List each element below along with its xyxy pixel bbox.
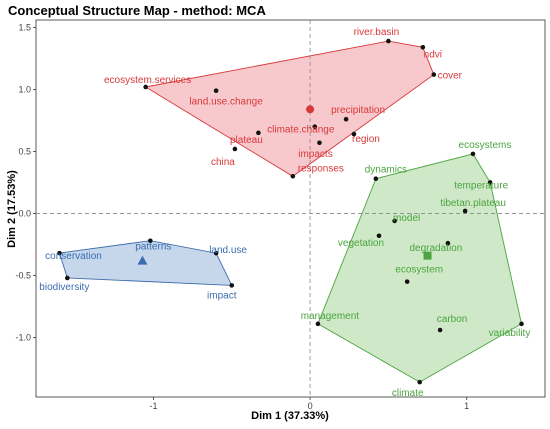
reference-lines [36, 20, 545, 397]
label-biodiversity: biodiversity [39, 282, 89, 293]
label-land-use-change: land.use.change [189, 97, 263, 108]
label-ecosystems: ecosystems [459, 140, 512, 151]
point-river-basin [386, 38, 391, 44]
cluster-centroids [137, 105, 432, 265]
point-plateau [256, 130, 261, 136]
point-vegetation [376, 233, 382, 239]
y-axis-title: Dim 2 (17.53%) [6, 170, 18, 248]
label-degradation: degradation [409, 243, 462, 254]
cluster-1-hull [144, 40, 435, 177]
label-carbon: carbon [437, 314, 468, 325]
point-ndvi [420, 44, 426, 50]
point-climate [417, 379, 423, 385]
label-land-use: land.use [209, 245, 247, 256]
label-precipitation: precipitation [331, 105, 385, 116]
y-tick-label: -1.0 [15, 332, 31, 342]
label-tibetan-plateau: tibetan.plateau [440, 198, 506, 209]
point-labels: ecosystem.services river.basin ndvi cover la… [39, 27, 530, 399]
point-management [315, 321, 321, 327]
chart-title: Conceptual Structure Map - method: MCA [8, 3, 266, 18]
point-patterns [148, 238, 153, 244]
data-points [57, 38, 524, 385]
point-conservation [57, 250, 62, 256]
x-axis-ticks: -1 0 1 [149, 397, 469, 411]
point-ecosystem [404, 279, 410, 284]
point-impact [229, 283, 235, 288]
label-china: china [211, 157, 235, 168]
y-tick-label: 0.5 [18, 146, 31, 156]
label-ecosystem: ecosystem [395, 265, 443, 276]
label-temperature: temperature [454, 180, 508, 191]
label-model: model [393, 213, 420, 224]
cluster-3-centroid [137, 255, 148, 265]
point-ecosystem-services [143, 84, 148, 90]
label-plateau: plateau [230, 135, 263, 146]
label-responses: responses [298, 163, 344, 174]
cluster-1-centroid [306, 105, 315, 114]
label-cover: cover [438, 71, 463, 82]
point-temperature [487, 180, 493, 185]
point-tibetan-plateau [462, 208, 468, 214]
point-degradation [445, 240, 451, 246]
label-management: management [301, 311, 360, 322]
label-ecosystem-services: ecosystem.services [104, 75, 191, 86]
label-vegetation: vegetation [338, 238, 384, 249]
y-axis-ticks: -1.0 -0.5 0.0 0.5 1.0 1.5 [15, 22, 36, 342]
label-region: region [352, 134, 380, 145]
point-china [232, 146, 238, 152]
label-river-basin: river.basin [354, 27, 400, 38]
point-model [392, 218, 397, 224]
y-tick-label: 1.0 [18, 84, 31, 94]
x-tick-label: -1 [149, 401, 157, 411]
point-variability [519, 321, 524, 327]
point-carbon [437, 327, 443, 333]
point-region [351, 131, 357, 137]
point-ecosystems [470, 151, 476, 157]
label-climate: climate [392, 388, 424, 399]
point-land-use-change [213, 88, 219, 93]
cluster-2-centroid [423, 251, 432, 260]
y-tick-label: 1.5 [18, 22, 31, 32]
point-climate-change [312, 124, 318, 129]
point-cover [431, 72, 437, 77]
point-land-use [213, 250, 219, 256]
label-ndvi: ndvi [424, 49, 442, 60]
y-tick-label: 0.0 [18, 208, 31, 218]
point-responses [290, 173, 296, 179]
point-biodiversity [65, 275, 70, 281]
label-impact: impact [207, 290, 237, 301]
label-dynamics: dynamics [365, 165, 407, 176]
x-axis-title: Dim 1 (37.33%) [251, 410, 329, 422]
cluster-hulls [58, 40, 523, 383]
y-tick-label: -0.5 [15, 270, 31, 280]
x-tick-label: 1 [464, 401, 469, 411]
point-dynamics [373, 176, 379, 182]
label-conservation: conservation [45, 251, 102, 262]
point-impacts [317, 140, 322, 146]
label-impacts: impacts [298, 149, 332, 160]
label-patterns: patterns [135, 242, 171, 253]
label-climate-change: climate.change [267, 125, 335, 136]
label-variability: variability [489, 328, 531, 339]
point-precipitation [343, 116, 349, 122]
x-tick-label: 0 [308, 401, 313, 411]
